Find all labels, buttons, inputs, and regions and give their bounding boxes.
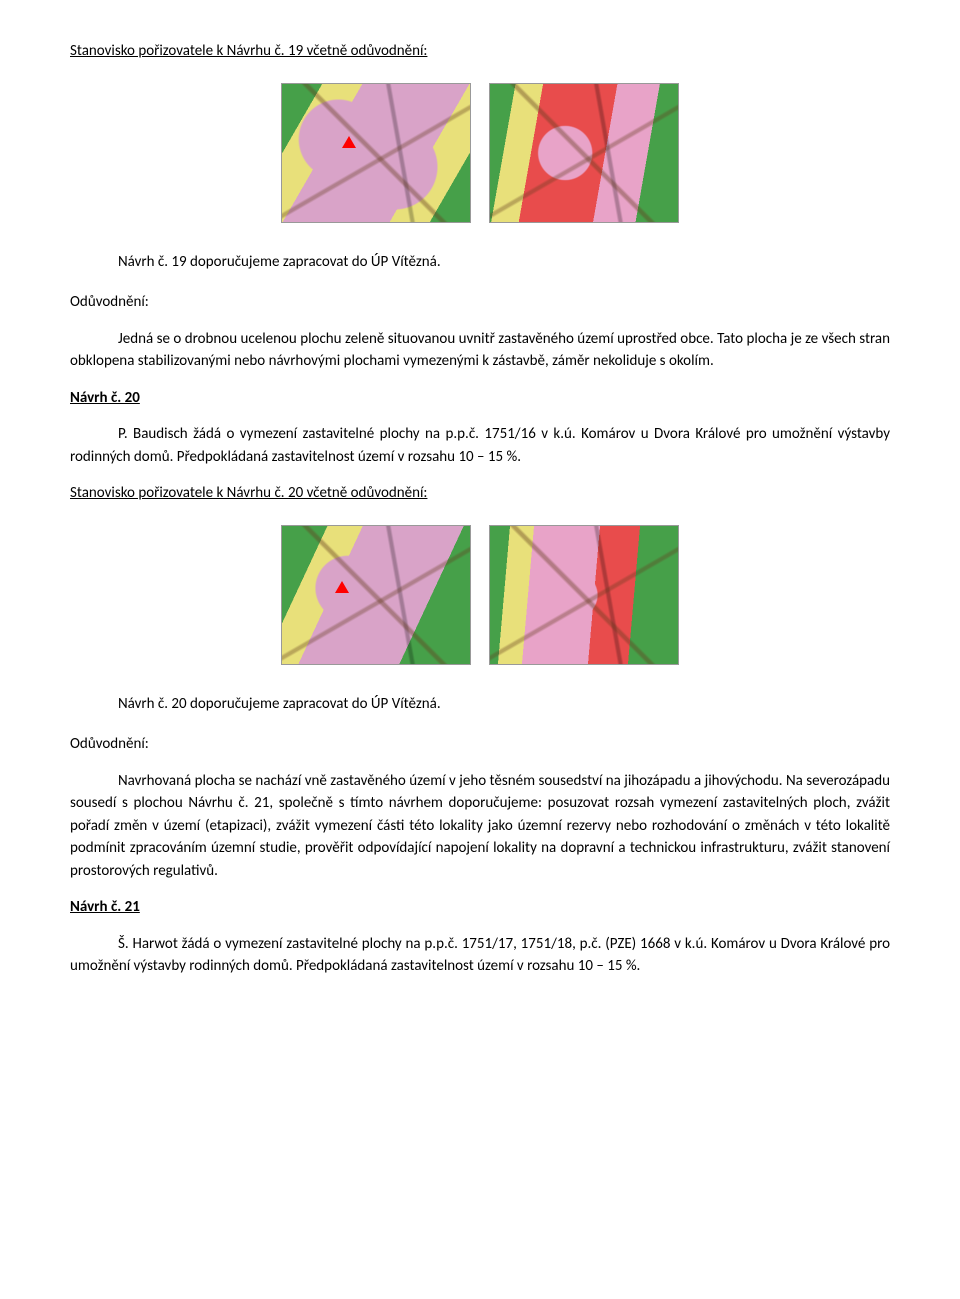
request-21-line1: Š. Harwot žádá o vymezení zastavitelné p… [118, 935, 681, 953]
map-row-19 [70, 83, 890, 223]
justification-20: Navrhovaná plocha se nachází vně zastavě… [70, 770, 890, 883]
justification-19: Jedná se o drobnou ucelenou plochu zelen… [70, 328, 890, 373]
oduvodneni-label-19: Odůvodnění: [70, 291, 890, 314]
stanovisko-heading-19: Stanovisko pořizovatele k Návrhu č. 19 v… [70, 40, 890, 63]
map-thumbnail-20-right [489, 525, 679, 665]
map-marker-icon [335, 581, 349, 593]
map-lines [282, 84, 470, 222]
navrh-heading-21: Návrh č. 21 [70, 896, 890, 919]
map-row-20 [70, 525, 890, 665]
map-thumbnail-20-left [281, 525, 471, 665]
map-thumbnail-19-right [489, 83, 679, 223]
navrh-heading-20: Návrh č. 20 [70, 387, 890, 410]
map-marker-icon [342, 136, 356, 148]
map-lines [490, 526, 678, 664]
stanovisko-heading-20: Stanovisko pořizovatele k Návrhu č. 20 v… [70, 482, 890, 505]
justification-19-text: Jedná se o drobnou ucelenou plochu zelen… [70, 330, 890, 371]
map-thumbnail-19-left [281, 83, 471, 223]
recommendation-19: Návrh č. 19 doporučujeme zapracovat do Ú… [118, 251, 890, 274]
request-21: Š. Harwot žádá o vymezení zastavitelné p… [70, 933, 890, 978]
request-20-line1: P. Baudisch žádá o vymezení zastavitelné… [118, 425, 690, 443]
map-lines [282, 526, 470, 664]
map-lines [490, 84, 678, 222]
request-20: P. Baudisch žádá o vymezení zastavitelné… [70, 423, 890, 468]
oduvodneni-label-20: Odůvodnění: [70, 733, 890, 756]
recommendation-20: Návrh č. 20 doporučujeme zapracovat do Ú… [118, 693, 890, 716]
justification-20-text: Navrhovaná plocha se nachází vně zastavě… [70, 772, 890, 880]
